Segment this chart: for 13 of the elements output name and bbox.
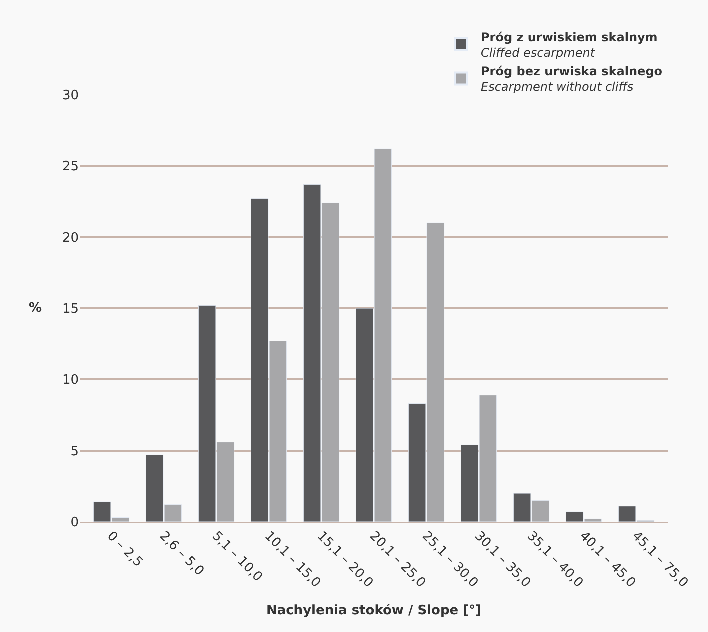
x-tick-label: 0 – 2,5 bbox=[104, 528, 146, 570]
legend-label: Próg bez urwiska skalnego Escarpment without cliffs bbox=[481, 64, 663, 94]
y-tick-label: 0 bbox=[70, 516, 79, 531]
x-axis-title: Nachylenia stoków / Slope [°] bbox=[266, 604, 482, 618]
legend-label: Próg z urwiskiem skalnym Cliffed escarpment bbox=[481, 30, 658, 60]
y-tick-label: 30 bbox=[62, 88, 79, 104]
y-tick-label: 20 bbox=[62, 230, 79, 246]
y-axis-title: % bbox=[29, 301, 42, 316]
y-tick-label: 10 bbox=[62, 373, 79, 388]
y-tick-label: 25 bbox=[62, 160, 79, 175]
y-tick-label: 15 bbox=[62, 302, 79, 318]
y-tick-label: 5 bbox=[70, 444, 79, 460]
x-tick-label: 2,6 – 5,0 bbox=[156, 528, 207, 580]
